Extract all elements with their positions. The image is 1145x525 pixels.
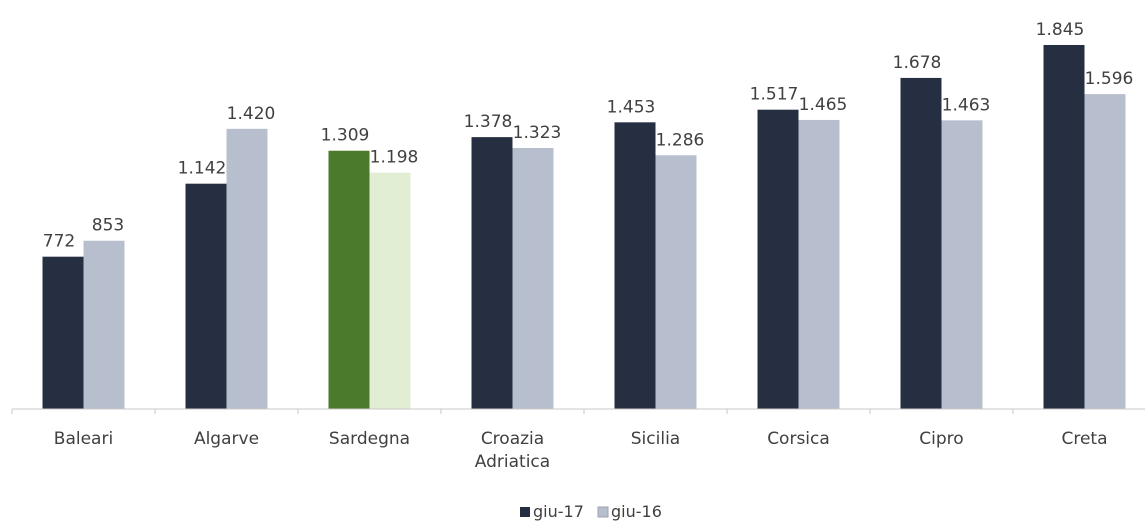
bar-giu-16 [941, 120, 983, 409]
data-label: 853 [92, 216, 124, 236]
data-label: 1.845 [1036, 20, 1085, 40]
data-label: 1.465 [799, 95, 848, 115]
data-label: 1.378 [464, 112, 513, 132]
data-label: 1.142 [178, 159, 227, 179]
legend-label: giu-16 [611, 502, 662, 521]
data-label: 1.453 [607, 97, 656, 117]
data-label: 1.517 [750, 85, 799, 105]
legend-swatch [597, 506, 609, 518]
bar-giu-16 [369, 172, 411, 409]
legend: giu-17 giu-16 [520, 502, 662, 521]
x-tick-label: Sicilia [631, 429, 680, 449]
x-tick-label: Sardegna [329, 429, 410, 449]
bar-giu-16 [1084, 94, 1126, 410]
data-label: 1.309 [321, 126, 370, 146]
bar-giu-17 [900, 77, 942, 409]
data-label: 772 [43, 232, 75, 252]
data-label: 1.286 [656, 130, 705, 150]
bar-giu-17 [471, 137, 513, 409]
x-tick-label: Adriatica [475, 452, 550, 472]
bar-giu-17 [42, 256, 84, 409]
bar-giu-17 [614, 122, 656, 410]
bar-giu-16 [655, 155, 697, 409]
x-tick-label: Baleari [54, 429, 113, 449]
legend-swatch [520, 507, 530, 517]
data-label: 1.198 [370, 148, 419, 168]
bar-giu-17 [1043, 44, 1085, 409]
bar-giu-17 [328, 150, 370, 409]
data-label: 1.678 [893, 53, 942, 73]
x-axis: Baleari Algarve Sardegna Croazia Adriatica Si… [11, 408, 1145, 472]
data-label: 1.420 [227, 104, 276, 124]
x-tick-label: Corsica [767, 429, 830, 449]
bar-giu-16 [512, 147, 554, 409]
x-tick-label: Creta [1061, 429, 1107, 449]
bar-giu-17 [185, 183, 227, 409]
bars-layer [42, 44, 1126, 410]
data-label: 1.463 [942, 95, 991, 115]
bar-giu-17 [757, 109, 799, 410]
x-tick-label: Algarve [194, 429, 259, 449]
x-tick-label: Croazia [481, 429, 544, 449]
x-tick-label: Cipro [919, 429, 963, 449]
bar-giu-16 [83, 240, 125, 409]
data-label: 1.323 [513, 123, 562, 143]
data-label: 1.596 [1085, 69, 1134, 89]
bar-giu-16 [798, 119, 840, 409]
legend-label: giu-17 [533, 502, 584, 521]
bar-giu-16 [226, 128, 268, 410]
